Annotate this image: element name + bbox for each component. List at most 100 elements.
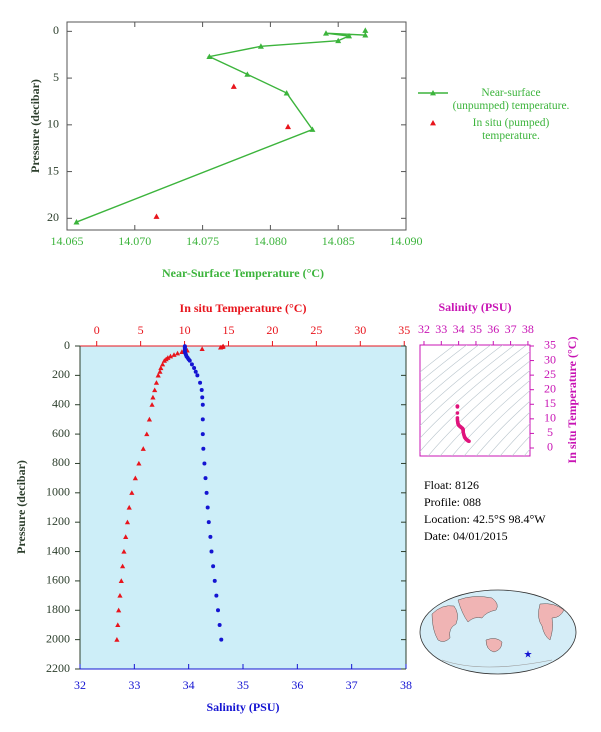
y-tick-label: 2200 xyxy=(46,661,70,675)
inset-y-tick-label: 15 xyxy=(544,396,556,410)
data-point xyxy=(124,519,131,525)
y-tick-label: 1800 xyxy=(46,602,70,616)
data-point xyxy=(121,548,127,554)
x2-tick-label: 30 xyxy=(354,323,366,337)
inset-x-tick-label: 34 xyxy=(453,322,465,336)
inset-y-tick-label: 25 xyxy=(544,367,556,381)
data-point xyxy=(285,123,292,130)
data-point xyxy=(209,549,214,554)
y-tick-label: 600 xyxy=(52,426,70,440)
legend-marker xyxy=(430,90,436,96)
data-point xyxy=(129,490,135,495)
data-point xyxy=(198,380,203,385)
x-tick-label: 14.090 xyxy=(390,234,423,248)
isopycnal xyxy=(420,345,480,393)
data-point xyxy=(217,344,224,350)
data-point xyxy=(115,622,121,628)
x-tick-label: 38 xyxy=(400,678,412,692)
data-point xyxy=(152,387,158,393)
y-tick-label: 400 xyxy=(52,396,70,410)
data-point xyxy=(205,505,210,510)
data-point xyxy=(206,53,213,59)
data-point xyxy=(230,83,237,89)
x2-tick-label: 20 xyxy=(266,323,278,337)
x2-tick-label: 5 xyxy=(138,323,144,337)
y-axis-title: Pressure (decibar) xyxy=(14,460,28,554)
location-map: ★ xyxy=(419,589,577,675)
data-point xyxy=(212,578,217,583)
isopycnal xyxy=(499,423,530,456)
y-tick-label: 5 xyxy=(53,70,59,84)
data-point xyxy=(283,90,290,96)
x-tick-label: 14.085 xyxy=(322,234,355,248)
isopycnal xyxy=(420,345,504,415)
data-point xyxy=(155,372,161,378)
ts-point xyxy=(467,439,471,444)
profile-info: Profile: 088 xyxy=(424,495,481,509)
isopycnal xyxy=(420,345,456,373)
x-tick-label: 14.065 xyxy=(51,234,84,248)
data-point xyxy=(362,27,369,33)
data-point xyxy=(158,365,164,371)
data-point xyxy=(189,362,194,367)
data-point xyxy=(322,30,329,36)
data-point xyxy=(216,608,221,613)
data-point xyxy=(202,461,207,466)
isopycnal xyxy=(475,400,530,456)
x2-tick-label: 0 xyxy=(94,323,100,337)
inset-frame xyxy=(419,344,531,457)
plot-frame xyxy=(66,21,407,231)
data-point xyxy=(309,126,316,132)
x-tick-label: 37 xyxy=(346,678,358,692)
data-point xyxy=(187,358,192,363)
x2-tick-label: 10 xyxy=(179,323,191,337)
inset-x-tick-label: 32 xyxy=(418,322,430,336)
data-point xyxy=(201,446,206,451)
data-point xyxy=(174,350,181,356)
data-point xyxy=(200,432,205,437)
data-point xyxy=(244,71,251,77)
y-tick-label: 1000 xyxy=(46,485,70,499)
data-point xyxy=(114,637,120,642)
data-point xyxy=(203,476,208,481)
ts-point xyxy=(455,405,460,409)
data-point xyxy=(219,637,224,642)
series-line xyxy=(76,30,367,223)
data-point xyxy=(159,361,166,367)
data-point xyxy=(126,504,132,510)
x-tick-label: 36 xyxy=(291,678,303,692)
y-tick-label: 200 xyxy=(52,367,70,381)
data-point xyxy=(193,369,198,374)
inset-x-tick-label: 35 xyxy=(470,322,482,336)
x-tick-label: 14.080 xyxy=(254,234,287,248)
inset-y-tick-label: 20 xyxy=(544,381,556,395)
profile-info: Location: 42.5°S 98.4°W xyxy=(424,512,546,526)
x-axis-title: Salinity (PSU) xyxy=(206,700,279,714)
y-tick-label: 1400 xyxy=(46,543,70,557)
data-point xyxy=(136,460,142,466)
inset-x-tick-label: 36 xyxy=(487,322,499,336)
data-point xyxy=(167,353,174,359)
y-tick-label: 15 xyxy=(47,163,59,177)
inset-x-tick-label: 38 xyxy=(522,322,534,336)
isopycnal xyxy=(420,345,516,427)
data-point xyxy=(192,366,197,371)
data-point xyxy=(199,346,205,352)
isopycnal xyxy=(487,411,530,456)
isopycnal xyxy=(439,370,530,456)
x-tick-label: 34 xyxy=(183,678,195,692)
legend-entry: Near-surface (unpumped) temperature. xyxy=(452,87,570,112)
inset-y-tick-label: 10 xyxy=(544,411,556,425)
legend-marker xyxy=(430,120,436,126)
y-tick-label: 1200 xyxy=(46,514,70,528)
data-point xyxy=(214,593,219,598)
x-tick-label: 35 xyxy=(237,678,249,692)
data-point xyxy=(204,490,209,495)
data-point xyxy=(346,33,353,39)
data-point xyxy=(362,32,369,38)
data-point xyxy=(335,37,342,44)
x-tick-label: 33 xyxy=(128,678,140,692)
isopycnal xyxy=(463,390,530,456)
